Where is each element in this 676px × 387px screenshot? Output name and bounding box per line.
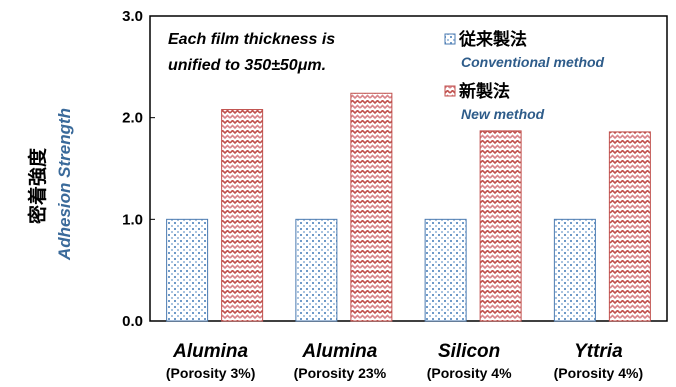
y-axis-label-jp: 密着強度 — [26, 147, 49, 224]
category-label: Alumina — [301, 341, 377, 362]
bar-conventional-4 — [553, 218, 596, 322]
legend-label-new: 新製法 — [459, 81, 510, 101]
legend-swatch-conventional — [444, 33, 456, 45]
legend-label-new-en: New method — [461, 106, 545, 122]
legend-swatch-new — [444, 85, 456, 97]
x-axis-labels: Alumina (Porosity 3%) Alumina (Porosity 23%… — [166, 341, 643, 381]
y-axis-label-en: Adhesion Strength — [55, 108, 74, 261]
plot-area — [149, 15, 668, 322]
category-label: Silicon — [438, 341, 500, 362]
bar-new-4 — [608, 131, 651, 322]
bar-new-3 — [479, 130, 522, 322]
category-sublabel: (Porosity 4% — [427, 365, 512, 381]
y-tick-label: 2.0 — [122, 110, 143, 127]
legend-label-conventional: 従来製法 — [458, 29, 527, 49]
y-axis-ticks: 0.0 1.0 2.0 3.0 — [122, 8, 155, 330]
legend: 従来製法 Conventional method 新製法 New method — [444, 29, 605, 122]
category-sublabel: (Porosity 3%) — [166, 365, 255, 381]
y-tick-label: 0.0 — [122, 313, 143, 330]
category-label: Yttria — [574, 341, 623, 362]
bar-conventional-1 — [166, 218, 209, 322]
legend-label-conventional-en: Conventional method — [461, 54, 605, 70]
y-tick-label: 1.0 — [122, 211, 143, 228]
bar-conventional-3 — [424, 218, 467, 322]
bar-new-2 — [350, 92, 393, 322]
category-sublabel: (Porosity 4%) — [554, 365, 643, 381]
annotation-line-1: Each film thickness is — [168, 31, 335, 48]
bar-conventional-2 — [295, 218, 338, 322]
category-label: Alumina — [172, 341, 248, 362]
bar-new-1 — [221, 109, 264, 322]
y-tick-label: 3.0 — [122, 8, 143, 25]
annotation-line-2: unified to 350±50μm. — [168, 57, 326, 74]
category-sublabel: (Porosity 23% — [294, 365, 387, 381]
bar-group — [166, 92, 651, 322]
